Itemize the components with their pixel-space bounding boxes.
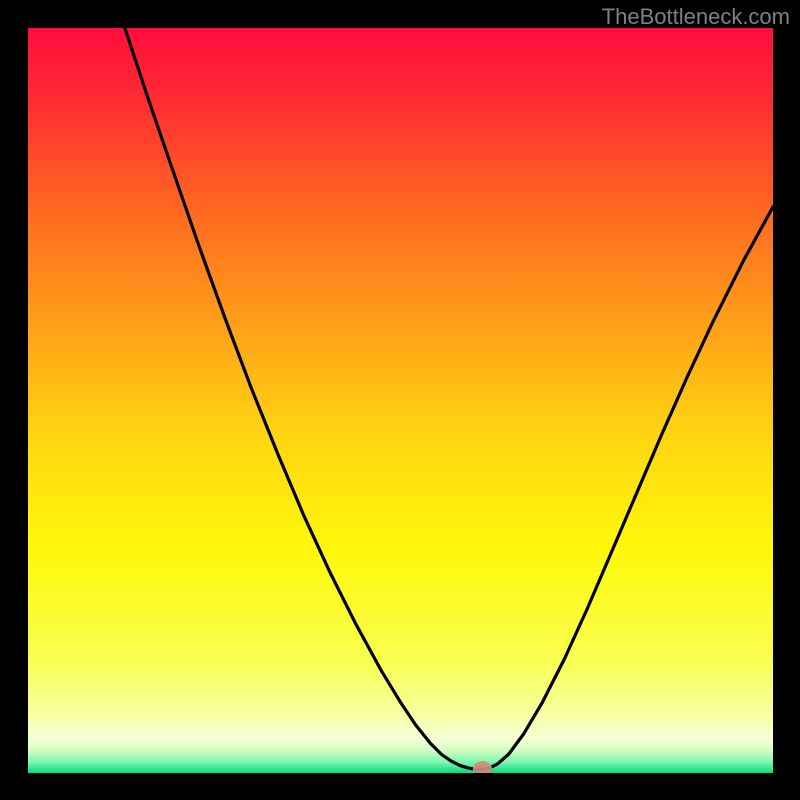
plot-area [28, 28, 773, 773]
chart-svg [28, 28, 773, 773]
watermark-text: TheBottleneck.com [602, 4, 790, 30]
gradient-background [28, 28, 773, 773]
